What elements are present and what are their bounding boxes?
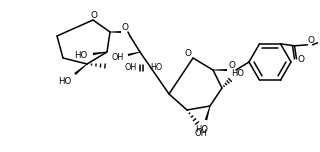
Polygon shape	[128, 52, 140, 56]
Text: OH: OH	[195, 130, 207, 138]
Text: O: O	[228, 60, 236, 69]
Text: HO: HO	[150, 64, 162, 73]
Polygon shape	[213, 69, 227, 71]
Polygon shape	[74, 64, 87, 75]
Text: O: O	[122, 22, 129, 31]
Text: HO: HO	[58, 78, 72, 86]
Text: O: O	[298, 55, 305, 64]
Text: O: O	[185, 48, 191, 57]
Polygon shape	[93, 52, 107, 55]
Text: OH: OH	[125, 64, 137, 73]
Text: HO: HO	[74, 50, 88, 59]
Text: HO: HO	[231, 69, 244, 78]
Text: HO: HO	[196, 126, 209, 135]
Text: OH: OH	[112, 52, 124, 62]
Polygon shape	[110, 31, 121, 33]
Polygon shape	[205, 106, 210, 120]
Text: O: O	[91, 10, 98, 19]
Text: O: O	[307, 36, 314, 45]
